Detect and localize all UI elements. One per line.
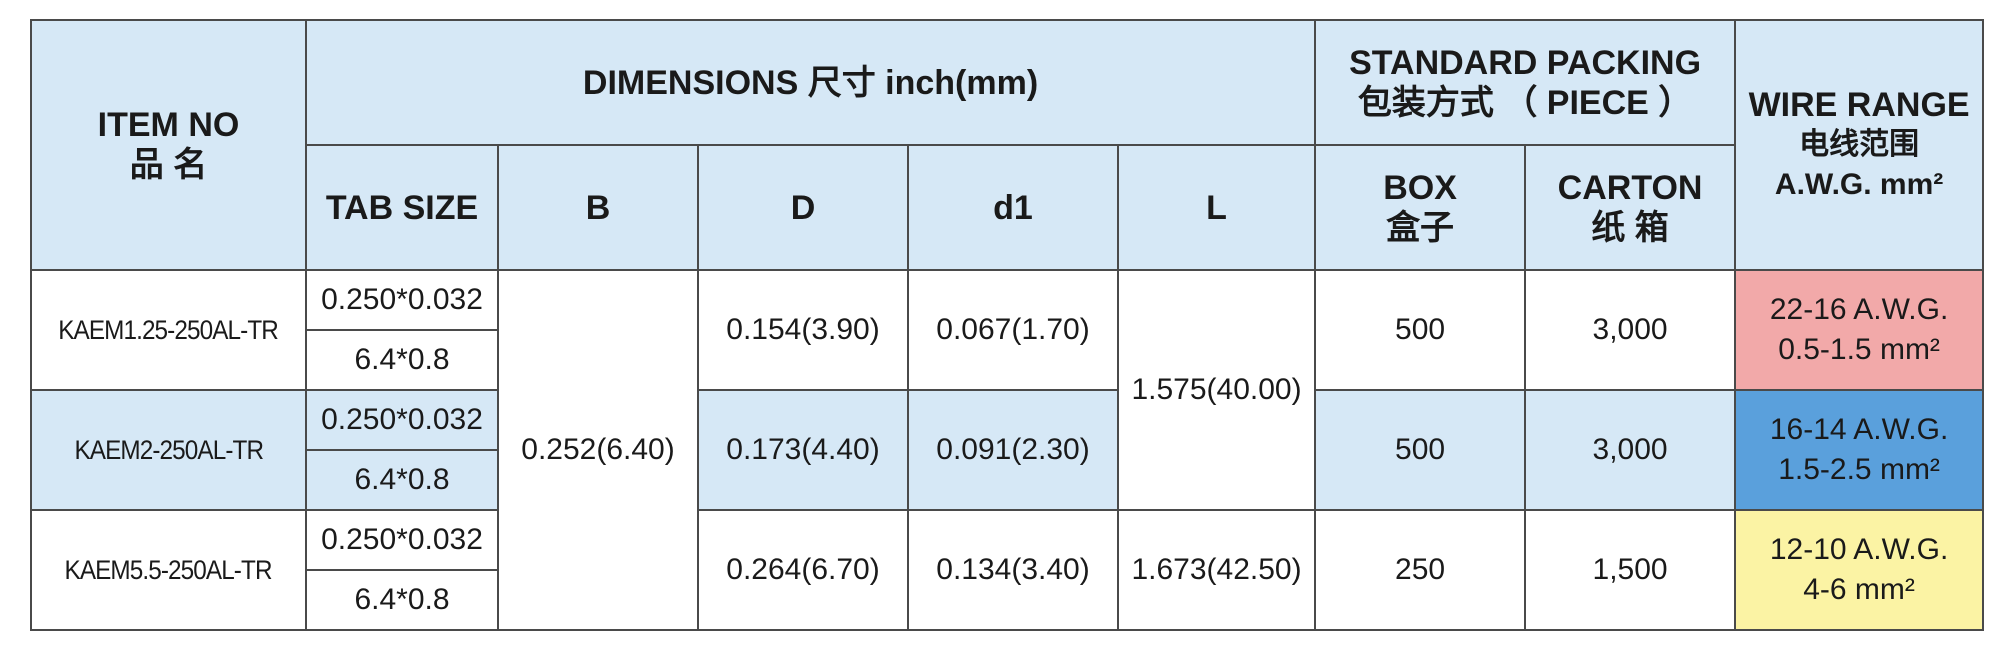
row-2-tab-mm: 6.4*0.8 <box>305 449 499 511</box>
header-l: L <box>1116 144 1317 271</box>
row-1-wire-awg: 22-16 A.W.G. <box>1769 293 1949 326</box>
row-1-item: KAEM1.25-250AL-TR <box>30 269 307 391</box>
row-2-d1: 0.091(2.30) <box>907 389 1119 511</box>
row-1-tab-inch: 0.250*0.032 <box>305 269 499 331</box>
header-b: B <box>497 144 699 271</box>
header-carton: CARTON 纸 箱 <box>1524 144 1737 271</box>
row-2-carton: 3,000 <box>1524 389 1737 511</box>
row-1-d1: 0.067(1.70) <box>907 269 1119 391</box>
row-3-tab-inch: 0.250*0.032 <box>305 509 499 571</box>
header-tab-size: TAB SIZE <box>305 144 499 271</box>
header-standard-packing: STANDARD PACKING 包装方式 （ PIECE ） <box>1314 19 1737 146</box>
row-3-item: KAEM5.5-250AL-TR <box>30 509 307 631</box>
header-box-cn: 盒子 <box>1386 208 1455 247</box>
header-packing-en: STANDARD PACKING <box>1349 43 1702 82</box>
row-3-wire-range: 12-10 A.W.G. 4-6 mm² <box>1734 509 1985 631</box>
row-3-wire-mm: 4-6 mm² <box>1803 573 1915 606</box>
row-1-d: 0.154(3.90) <box>697 269 909 391</box>
header-wire-range-en: WIRE RANGE <box>1748 86 1970 124</box>
header-wire-range: WIRE RANGE 电线范围 A.W.G. mm² <box>1734 19 1985 271</box>
row-2-tab-inch: 0.250*0.032 <box>305 389 499 451</box>
header-box-en: BOX <box>1383 168 1457 207</box>
row-3-tab-mm: 6.4*0.8 <box>305 569 499 631</box>
header-carton-en: CARTON <box>1557 168 1703 207</box>
row-3-d: 0.264(6.70) <box>697 509 909 631</box>
header-packing-cn: 包装方式 （ PIECE ） <box>1357 83 1693 122</box>
l-value-shared: 1.575(40.00) <box>1116 269 1317 511</box>
row-3-carton: 1,500 <box>1524 509 1737 631</box>
row-3-l: 1.673(42.50) <box>1116 509 1317 631</box>
header-wire-range-cn: 电线范围 <box>1799 128 1920 161</box>
row-1-wire-mm: 0.5-1.5 mm² <box>1778 333 1940 366</box>
row-2-item: KAEM2-250AL-TR <box>30 389 307 511</box>
row-2-wire-range: 16-14 A.W.G. 1.5-2.5 mm² <box>1734 389 1985 511</box>
row-3-box: 250 <box>1314 509 1527 631</box>
header-item-no-cn: 品 名 <box>129 146 208 184</box>
header-item-no: ITEM NO 品 名 <box>30 19 307 271</box>
header-wire-range-unit: A.W.G. mm² <box>1774 168 1944 201</box>
row-2-wire-awg: 16-14 A.W.G. <box>1769 413 1949 446</box>
row-1-wire-range: 22-16 A.W.G. 0.5-1.5 mm² <box>1734 269 1985 391</box>
row-1-carton: 3,000 <box>1524 269 1737 391</box>
header-carton-cn: 纸 箱 <box>1591 208 1669 247</box>
row-1-box: 500 <box>1314 269 1527 391</box>
b-value-shared: 0.252(6.40) <box>497 269 699 631</box>
row-3-d1: 0.134(3.40) <box>907 509 1119 631</box>
row-3-item-text: KAEM5.5-250AL-TR <box>64 555 273 585</box>
header-box: BOX 盒子 <box>1314 144 1527 271</box>
header-d: D <box>697 144 909 271</box>
row-2-wire-mm: 1.5-2.5 mm² <box>1778 453 1940 486</box>
header-dimensions: DIMENSIONS 尺寸 inch(mm) <box>304 19 1317 146</box>
row-2-item-text: KAEM2-250AL-TR <box>74 435 264 465</box>
spec-table: ITEM NO 品 名 DIMENSIONS 尺寸 inch(mm) STAND… <box>30 19 1985 631</box>
row-2-box: 500 <box>1314 389 1527 511</box>
header-d1: d1 <box>907 144 1119 271</box>
row-3-wire-awg: 12-10 A.W.G. <box>1769 533 1949 566</box>
row-2-d: 0.173(4.40) <box>697 389 909 511</box>
row-1-item-text: KAEM1.25-250AL-TR <box>58 315 280 345</box>
header-item-no-en: ITEM NO <box>97 106 240 144</box>
row-1-tab-mm: 6.4*0.8 <box>305 329 499 391</box>
